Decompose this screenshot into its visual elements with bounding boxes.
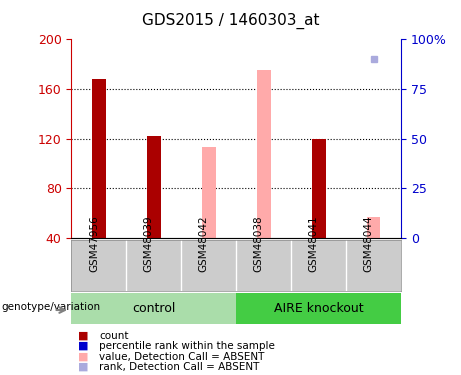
Text: GSM47956: GSM47956 (89, 216, 99, 272)
Text: ■: ■ (78, 352, 89, 362)
Text: value, Detection Call = ABSENT: value, Detection Call = ABSENT (99, 352, 265, 362)
Text: GDS2015 / 1460303_at: GDS2015 / 1460303_at (142, 13, 319, 29)
Text: GSM48039: GSM48039 (144, 216, 154, 272)
Bar (367, 217, 380, 238)
Text: AIRE knockout: AIRE knockout (274, 302, 363, 315)
Text: percentile rank within the sample: percentile rank within the sample (99, 341, 275, 351)
Text: GSM48041: GSM48041 (309, 216, 319, 272)
Bar (71, 292, 236, 324)
Text: ■: ■ (78, 341, 89, 351)
Text: GSM48042: GSM48042 (199, 216, 209, 272)
Text: genotype/variation: genotype/variation (1, 302, 100, 312)
Text: rank, Detection Call = ABSENT: rank, Detection Call = ABSENT (99, 362, 260, 372)
Bar (147, 136, 161, 238)
Text: control: control (132, 302, 176, 315)
Bar (202, 147, 216, 238)
Text: ■: ■ (78, 362, 89, 372)
Text: GSM48044: GSM48044 (364, 216, 373, 272)
Bar (312, 139, 325, 238)
Bar (92, 79, 106, 238)
Text: GSM48038: GSM48038 (254, 216, 264, 272)
Text: ■: ■ (78, 331, 89, 340)
Bar (257, 70, 271, 238)
Bar (236, 292, 401, 324)
Text: count: count (99, 331, 129, 340)
